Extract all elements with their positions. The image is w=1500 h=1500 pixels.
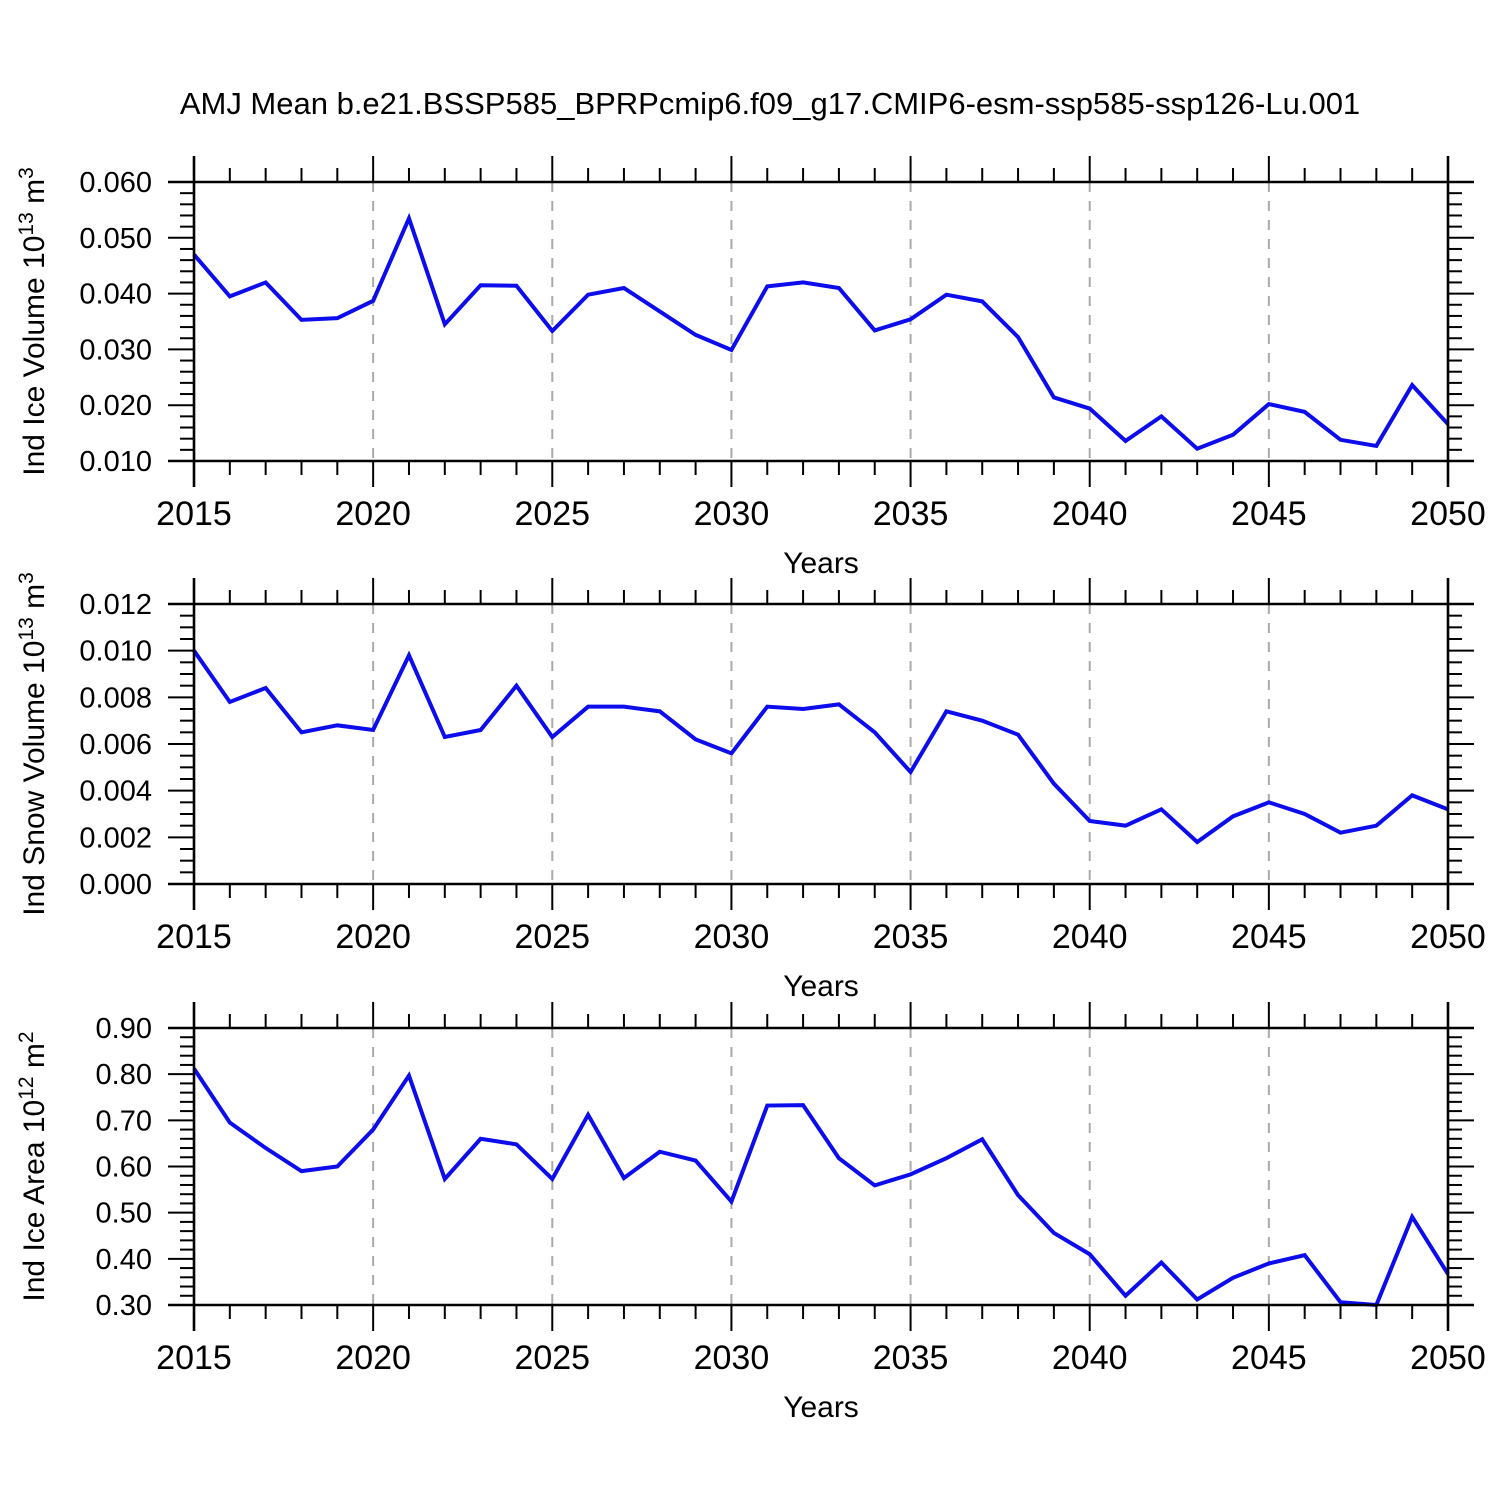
y-axis-title-ice-area: Ind Ice Area 1012 m2 — [15, 1031, 51, 1301]
x-tick-label: 2050 — [1410, 918, 1486, 956]
y-tick-label: 0.30 — [96, 1290, 152, 1322]
y-tick-label: 0.050 — [79, 223, 152, 255]
x-tick-label: 2020 — [335, 1339, 411, 1377]
x-tick-label: 2050 — [1410, 1339, 1486, 1377]
axis-ticks — [168, 156, 1474, 487]
x-tick-label: 2025 — [514, 1339, 590, 1377]
x-tick-label: 2025 — [514, 918, 590, 956]
y-tick-label: 0.60 — [96, 1152, 152, 1184]
x-tick-label: 2030 — [694, 918, 770, 956]
y-tick-labels: 0.000 0.002 0.004 0.006 0.008 0.010 0.012 — [79, 589, 152, 901]
y-tick-label: 0.060 — [79, 167, 152, 199]
x-tick-label: 2040 — [1052, 918, 1128, 956]
gridlines — [372, 1028, 1270, 1305]
y-tick-label: 0.008 — [79, 682, 152, 714]
x-tick-label: 2030 — [694, 495, 770, 533]
y-tick-label: 0.010 — [79, 446, 152, 478]
plot-frame — [168, 578, 1474, 910]
y-tick-label: 0.030 — [79, 334, 152, 366]
y-tick-label: 0.50 — [96, 1198, 152, 1230]
data-line-ice-volume — [192, 212, 1450, 452]
x-tick-label: 2015 — [156, 918, 232, 956]
x-tick-label: 2015 — [156, 495, 232, 533]
x-tick-label: 2025 — [514, 495, 590, 533]
x-tick-labels: 2015 2020 2025 2030 2035 2040 2045 2050 — [156, 495, 1486, 533]
y-axis-title-ice-volume: Ind Ice Volume 1013 m3 — [15, 167, 51, 476]
x-tick-label: 2045 — [1231, 495, 1307, 533]
figure-title: AMJ Mean b.e21.BSSP585_BPRPcmip6.f09_g17… — [179, 86, 1361, 121]
x-axis-title-ice-volume: Years — [783, 547, 859, 580]
y-tick-labels: 0.30 0.40 0.50 0.60 0.70 0.80 0.90 — [96, 1013, 152, 1322]
data-line-ice-area — [192, 1067, 1450, 1308]
plot-frame — [168, 1002, 1474, 1331]
x-tick-label: 2035 — [873, 495, 949, 533]
gridlines — [372, 604, 1270, 884]
x-axis-title-snow-volume: Years — [783, 970, 859, 1003]
y-tick-label: 0.000 — [79, 869, 152, 901]
axis-ticks — [168, 578, 1474, 910]
axis-ticks — [168, 1002, 1474, 1331]
y-tick-label: 0.012 — [79, 589, 152, 621]
data-line-snow-volume — [192, 649, 1449, 845]
x-tick-label: 2030 — [694, 1339, 770, 1377]
y-tick-label: 0.010 — [79, 636, 152, 668]
y-tick-label: 0.006 — [79, 729, 152, 761]
x-axis-title-ice-area: Years — [783, 1391, 859, 1424]
y-tick-label: 0.70 — [96, 1105, 152, 1137]
y-tick-labels: 0.010 0.020 0.030 0.040 0.050 0.060 — [79, 167, 152, 478]
y-tick-label: 0.040 — [79, 279, 152, 311]
x-tick-label: 2050 — [1410, 495, 1486, 533]
plot-frame — [168, 156, 1474, 487]
x-tick-label: 2045 — [1231, 918, 1307, 956]
x-tick-labels: 2015 2020 2025 2030 2035 2040 2045 2050 — [156, 1339, 1486, 1377]
x-tick-label: 2015 — [156, 1339, 232, 1377]
x-tick-label: 2040 — [1052, 1339, 1128, 1377]
y-tick-label: 0.40 — [96, 1244, 152, 1276]
y-tick-label: 0.020 — [79, 390, 152, 422]
x-tick-label: 2040 — [1052, 495, 1128, 533]
y-tick-label: 0.004 — [79, 776, 152, 808]
x-tick-label: 2020 — [335, 495, 411, 533]
y-tick-label: 0.80 — [96, 1059, 152, 1091]
y-axis-title-snow-volume: Ind Snow Volume 1013 m3 — [15, 572, 51, 916]
gridlines — [372, 182, 1270, 461]
x-tick-label: 2045 — [1231, 1339, 1307, 1377]
x-tick-labels: 2015 2020 2025 2030 2035 2040 2045 2050 — [156, 918, 1486, 956]
y-tick-label: 0.90 — [96, 1013, 152, 1045]
x-tick-label: 2035 — [873, 1339, 949, 1377]
x-tick-label: 2035 — [873, 918, 949, 956]
panel-ice-area: 0.30 0.40 0.50 0.60 0.70 0.80 0.90 2015 2020 2025… — [15, 1002, 1486, 1424]
x-tick-label: 2020 — [335, 918, 411, 956]
y-tick-label: 0.002 — [79, 822, 152, 854]
